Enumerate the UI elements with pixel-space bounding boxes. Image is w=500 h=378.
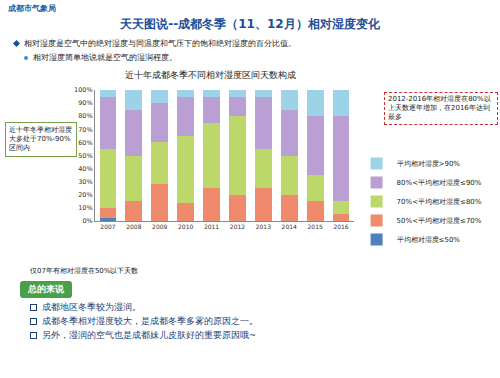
svg-text:2011: 2011 [204, 223, 219, 230]
svg-text:2016: 2016 [333, 223, 348, 230]
svg-text:60%: 60% [78, 139, 92, 147]
svg-text:50%<平均相对湿度≤70%: 50%<平均相对湿度≤70% [397, 217, 482, 225]
svg-text:40%: 40% [78, 165, 92, 173]
svg-text:70%: 70% [78, 126, 92, 134]
svg-text:80%: 80% [78, 112, 92, 120]
html-text:近十年冬季相对湿度大多处于70%-90%区间内: 近十年冬季相对湿度大多处于70%-90%区间内 [9, 126, 72, 153]
svg-text:2014: 2014 [282, 223, 297, 230]
html-text:仅07年有相对湿度在50%以下天数: 仅07年有相对湿度在50%以下天数 [30, 267, 139, 275]
html-text:成都地区冬季较为湿润。: 成都地区冬季较为湿润。 [42, 302, 141, 312]
svg-text:90%: 90% [78, 99, 92, 107]
svg-text:2015: 2015 [308, 223, 323, 230]
svg-text:2009: 2009 [152, 223, 167, 230]
svg-text:10%: 10% [78, 204, 92, 212]
svg-text:100%: 100% [74, 86, 93, 94]
svg-text:2007: 2007 [100, 223, 115, 230]
svg-text:2008: 2008 [126, 223, 141, 230]
html-text:总的来说: 总的来说 [28, 284, 64, 294]
svg-text:平均相对湿度≤50%: 平均相对湿度≤50% [397, 236, 461, 244]
svg-text:80%<平均相对湿度≤90%: 80%<平均相对湿度≤90% [397, 179, 482, 187]
svg-text:70%<平均相对湿度≤80%: 70%<平均相对湿度≤80% [397, 198, 482, 206]
html-text:另外，湿润的空气也是成都妹儿皮肤好的重要原因哦~: 另外，湿润的空气也是成都妹儿皮肤好的重要原因哦~ [42, 330, 257, 340]
html-text:2012-2016年相对湿度在80%以上天数逐年增加，在20: 2012-2016年相对湿度在80%以上天数逐年增加，在2016年达到最多 [388, 95, 491, 122]
svg-text:20%: 20% [78, 191, 92, 199]
html-text:天天图说--成都冬季（11、12月）相对湿度变化: 天天图说--成都冬季（11、12月）相对湿度变化 [120, 17, 380, 31]
svg-text:0%: 0% [82, 217, 92, 225]
svg-text:30%: 30% [78, 178, 92, 186]
html-text:成都冬季相对湿度较大，是成都冬季多雾的原因之一。: 成都冬季相对湿度较大，是成都冬季多雾的原因之一。 [42, 316, 258, 326]
svg-text:2012: 2012 [230, 223, 245, 230]
html-text:相对湿度简单地说就是空气的湿润程度。: 相对湿度简单地说就是空气的湿润程度。 [33, 53, 177, 62]
svg-text:50%: 50% [78, 152, 92, 160]
svg-text:2010: 2010 [178, 223, 193, 230]
svg-text:平均相对湿度>90%: 平均相对湿度>90% [397, 160, 461, 168]
html-text:相对湿度是空气中的绝对湿度与同温度和气压下的饱和绝对湿度的百: 相对湿度是空气中的绝对湿度与同温度和气压下的饱和绝对湿度的百分比值。 [24, 39, 296, 48]
svg-text:近十年成都冬季不同相对湿度区间天数构成: 近十年成都冬季不同相对湿度区间天数构成 [125, 70, 296, 80]
html-text:成都市气象局: 成都市气象局 [8, 4, 56, 13]
svg-text:2013: 2013 [256, 223, 271, 230]
